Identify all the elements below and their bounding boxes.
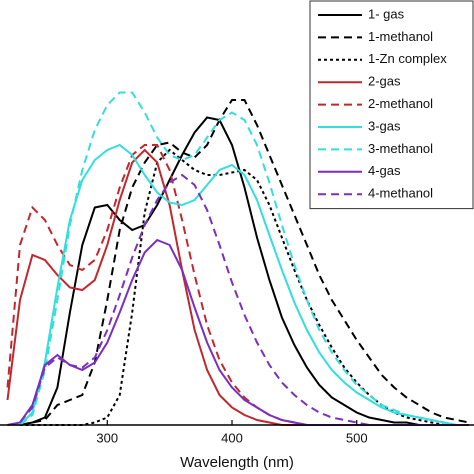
series-line [7,173,469,426]
legend-label: 1-methanol [368,29,433,44]
legend-label: 4-gas [368,163,401,178]
x-tick-label: 300 [96,430,118,445]
x-axis-title: Wavelength (nm) [180,454,294,471]
legend-label: 2-gas [368,74,401,89]
legend-label: 3-gas [368,118,401,133]
legend-label: 3-methanol [368,141,433,156]
x-tick-label: 400 [221,430,243,445]
series-line [7,116,469,426]
series-line [7,143,469,426]
legend: 1- gas 1-methanol 1-Zn complex 2-gas 2-metha… [309,0,474,210]
legend-box [309,0,474,210]
legend-label: 2-methanol [368,96,433,111]
x-tick-label: 500 [346,430,368,445]
legend-label: 1-Zn complex [368,51,447,66]
legend-label: 4-methanol [368,186,433,201]
series-line [7,99,470,426]
legend-label: 1- gas [368,6,405,21]
